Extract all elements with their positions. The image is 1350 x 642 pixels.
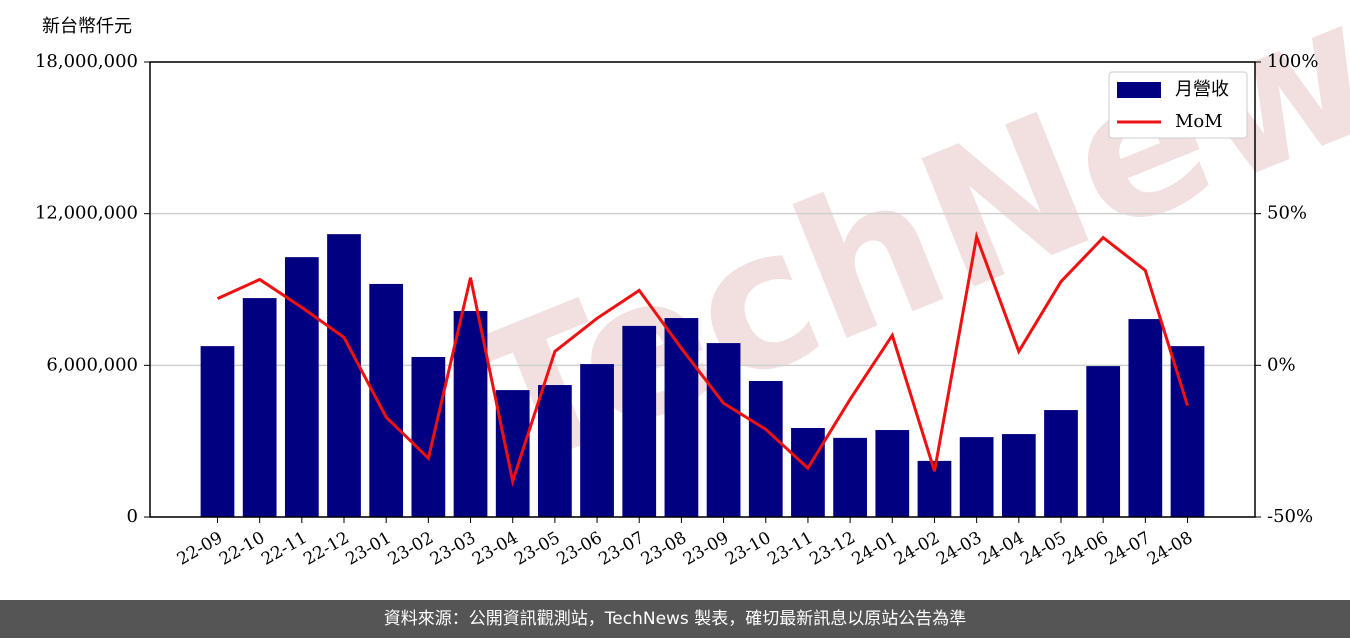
bar xyxy=(538,385,572,517)
x-tick-label: 23-07 xyxy=(596,528,648,570)
bar xyxy=(959,437,994,517)
bar xyxy=(284,257,319,517)
bar xyxy=(327,234,361,517)
bar xyxy=(200,346,235,517)
bar xyxy=(242,298,277,517)
x-tick-label: 23-11 xyxy=(764,528,816,570)
bar xyxy=(580,364,614,517)
bar xyxy=(622,325,657,517)
legend-label: MoM xyxy=(1175,111,1223,132)
x-tick-label: 24-07 xyxy=(1102,528,1154,570)
x-tick-label: 22-10 xyxy=(216,528,268,570)
x-tick-label: 24-02 xyxy=(891,528,943,570)
y-tick-label: 0 xyxy=(127,506,138,527)
x-tick-label: 23-08 xyxy=(638,528,690,570)
x-tick-label: 24-04 xyxy=(975,528,1027,570)
x-tick-label: 22-09 xyxy=(174,528,226,570)
y2-tick-label: 50% xyxy=(1267,203,1307,224)
x-tick-label: 24-03 xyxy=(933,528,985,570)
y-tick-label: 12,000,000 xyxy=(35,203,138,224)
x-tick-label: 23-10 xyxy=(722,528,774,570)
x-tick-label: 24-05 xyxy=(1017,528,1069,570)
bar xyxy=(791,428,825,517)
x-tick-label: 23-04 xyxy=(469,528,521,570)
x-tick-label: 24-01 xyxy=(849,528,901,570)
y-tick-label: 6,000,000 xyxy=(46,354,138,375)
x-tick-label: 22-12 xyxy=(300,528,352,570)
x-tick-label: 23-06 xyxy=(553,528,605,570)
x-tick-label: 24-06 xyxy=(1059,528,1111,570)
x-tick-label: 22-11 xyxy=(258,528,310,570)
bar xyxy=(411,356,446,517)
legend-swatch xyxy=(1117,82,1161,98)
x-tick-label: 23-01 xyxy=(342,528,394,570)
footer-bar xyxy=(0,600,1350,638)
y2-tick-label: -50% xyxy=(1267,506,1313,527)
plot-frame xyxy=(149,61,1256,518)
line xyxy=(216,230,1189,488)
legend-label: 月營收 xyxy=(1175,79,1229,100)
bar xyxy=(1170,346,1205,517)
y2-tick-label: 100% xyxy=(1267,51,1318,72)
bar xyxy=(833,437,867,517)
bar xyxy=(706,343,741,517)
x-tick-label: 23-09 xyxy=(680,528,732,570)
bar xyxy=(748,381,783,517)
y-tick-label: 18,000,000 xyxy=(35,51,138,72)
bar xyxy=(495,390,530,517)
x-tick-label: 23-12 xyxy=(806,528,858,570)
bar xyxy=(664,318,699,517)
bar xyxy=(1044,410,1078,517)
y-axis-title: 新台幣仟元 xyxy=(42,16,132,37)
bar xyxy=(369,283,404,517)
x-tick-label: 24-08 xyxy=(1144,528,1196,570)
y2-tick-label: 0% xyxy=(1267,354,1296,375)
bar xyxy=(1086,366,1121,517)
x-tick-label: 23-03 xyxy=(427,528,479,570)
bar xyxy=(1128,319,1163,517)
bar xyxy=(453,310,488,517)
bar xyxy=(875,430,910,517)
x-tick-label: 23-02 xyxy=(385,528,437,570)
bar xyxy=(1001,434,1036,517)
source-note: 資料來源：公開資訊觀測站，TechNews 製表，確切最新訊息以原站公告為準 xyxy=(384,609,966,629)
x-tick-label: 23-05 xyxy=(511,528,563,570)
